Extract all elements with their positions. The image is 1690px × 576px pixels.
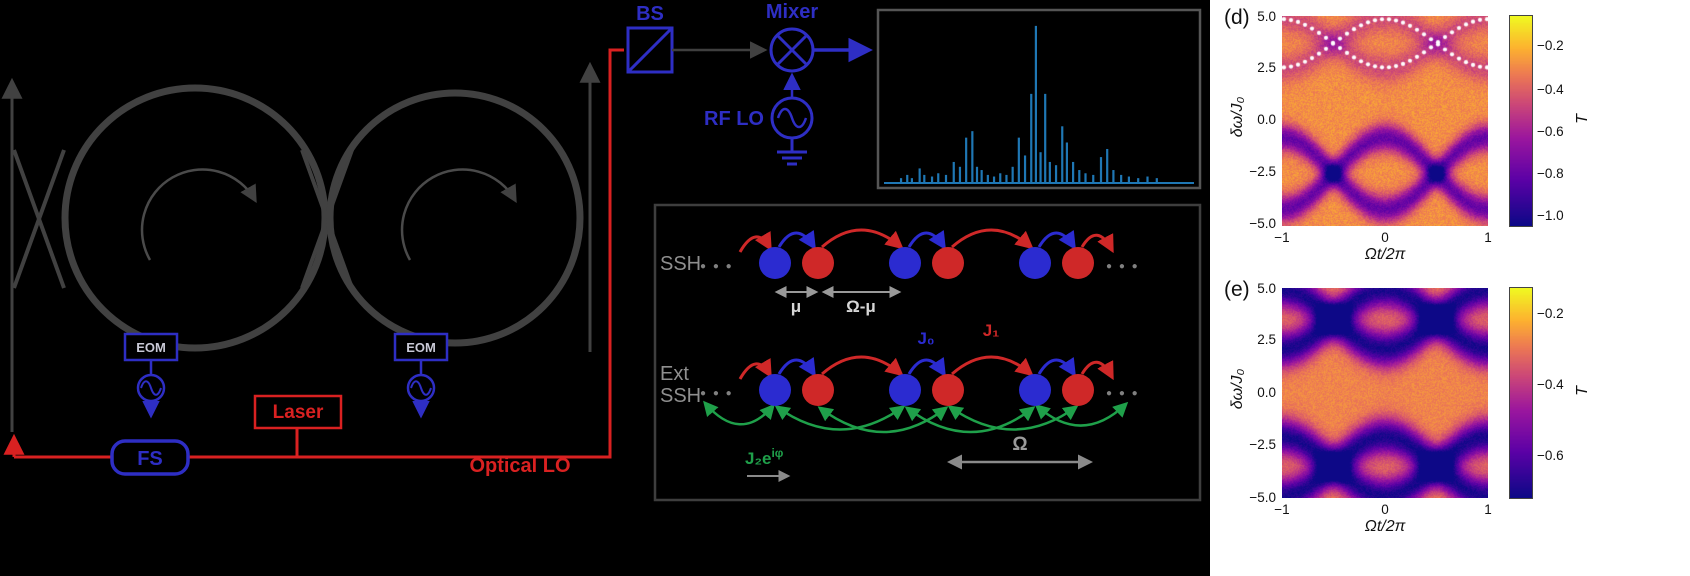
cbar-tick: −0.6 bbox=[1537, 448, 1564, 463]
ellipsis-dots: ● ● ● bbox=[1106, 261, 1140, 272]
ring1-circulation-arrow bbox=[140, 168, 257, 261]
cbar-tick: −0.4 bbox=[1537, 82, 1564, 97]
long-range-hopping-arcs bbox=[703, 400, 1129, 434]
mu-label: μ bbox=[791, 297, 801, 316]
ellipsis-dots: ● ● ● bbox=[700, 261, 734, 272]
omega-label: Ω bbox=[1012, 434, 1027, 455]
beam-splitter bbox=[626, 26, 674, 74]
ssh-row-label: SSH bbox=[660, 253, 701, 275]
panel-e-colorbar bbox=[1509, 287, 1533, 499]
cbar-tick: −0.6 bbox=[1537, 124, 1564, 139]
heterodyne-spectrum bbox=[899, 25, 1158, 183]
ssh-lattice-sites bbox=[759, 247, 1094, 279]
experimental-setup-schematic: Optical LO Laser FS EOM EOM bbox=[1, 1, 1202, 502]
j0-label: J₀ bbox=[917, 329, 934, 348]
x-tick: 0 bbox=[1381, 502, 1389, 517]
rf-lo bbox=[770, 72, 814, 166]
y-tick: −2.5 bbox=[1249, 437, 1276, 452]
frequency-shifter: FS bbox=[110, 439, 190, 476]
y-tick: 5.0 bbox=[1257, 281, 1276, 296]
y-tick: −2.5 bbox=[1249, 164, 1276, 179]
spectrum-panel bbox=[876, 8, 1202, 190]
sine-wave-icon bbox=[776, 107, 808, 129]
panel-e-label: (e) bbox=[1224, 278, 1250, 301]
x-tick: −1 bbox=[1274, 230, 1290, 245]
panel-d-label: (d) bbox=[1224, 6, 1250, 29]
x-tick: 1 bbox=[1484, 502, 1492, 517]
x-tick: 0 bbox=[1381, 230, 1389, 245]
panel-e-cbar-label: T bbox=[1574, 386, 1591, 396]
y-tick: −5.0 bbox=[1249, 490, 1276, 505]
panel-e-xlabel: Ωt/2π bbox=[1364, 518, 1406, 535]
lattice-panel bbox=[653, 203, 1202, 502]
omega-minus-mu-label: Ω-μ bbox=[846, 297, 876, 316]
cbar-tick: −1.0 bbox=[1537, 208, 1564, 223]
eom2-label: EOM bbox=[406, 340, 436, 355]
ssh-hopping-arcs bbox=[738, 228, 1114, 254]
eom-2: EOM bbox=[393, 332, 449, 419]
x-tick: 1 bbox=[1484, 230, 1492, 245]
y-tick: 2.5 bbox=[1257, 60, 1276, 75]
panel-d-ylabel: δω/J₀ bbox=[1229, 96, 1246, 138]
j1-label: J₁ bbox=[983, 321, 1000, 340]
optical-lo-label: Optical LO bbox=[469, 455, 570, 477]
mixer bbox=[769, 27, 815, 73]
cbar-tick: −0.8 bbox=[1537, 166, 1564, 181]
transmission-panels: (d) 5.0 2.5 0.0 −2.5 −5.0 −1 0 1 −0.2 −0… bbox=[1210, 0, 1690, 576]
y-tick: 5.0 bbox=[1257, 9, 1276, 24]
eom-1: EOM bbox=[123, 332, 179, 419]
ring-resonator-2 bbox=[326, 89, 584, 347]
panel-e-ylabel: δω/J₀ bbox=[1229, 368, 1246, 410]
laser-label: Laser bbox=[273, 402, 324, 423]
mixer-label: Mixer bbox=[766, 1, 818, 23]
optical-lo-path bbox=[3, 48, 624, 459]
y-tick: 2.5 bbox=[1257, 332, 1276, 347]
ground-icon bbox=[777, 150, 807, 166]
y-tick: 0.0 bbox=[1257, 112, 1276, 127]
sine-wave-icon bbox=[410, 380, 432, 396]
panel-d-xlabel: Ωt/2π bbox=[1364, 246, 1406, 263]
coupler-left bbox=[12, 149, 66, 289]
cbar-tick: −0.2 bbox=[1537, 306, 1564, 321]
ring-resonator-1 bbox=[61, 84, 329, 352]
ring2-circulation-arrow bbox=[400, 168, 517, 261]
ext-ssh-row-label-2: SSH bbox=[660, 385, 701, 407]
y-tick: −5.0 bbox=[1249, 216, 1276, 231]
cbar-tick: −0.4 bbox=[1537, 377, 1564, 392]
y-tick: 0.0 bbox=[1257, 385, 1276, 400]
ext-ssh-hopping-arcs bbox=[738, 355, 1114, 381]
ellipsis-dots: ● ● ● bbox=[700, 388, 734, 399]
ext-ssh-lattice-sites bbox=[759, 374, 1094, 406]
panel-d-colorbar bbox=[1509, 15, 1533, 227]
ellipsis-dots: ● ● ● bbox=[1106, 388, 1140, 399]
j2-label: J₂eiφ bbox=[745, 446, 784, 468]
ext-ssh-row-label-1: Ext bbox=[660, 363, 689, 385]
fs-label: FS bbox=[137, 448, 163, 470]
panel-d-heatmap bbox=[1282, 16, 1488, 226]
laser: Laser bbox=[253, 394, 343, 430]
sine-wave-icon bbox=[140, 380, 162, 396]
x-tick: −1 bbox=[1274, 502, 1290, 517]
rf-lo-label: RF LO bbox=[704, 108, 764, 130]
panel-e-heatmap bbox=[1282, 288, 1488, 498]
bs-label: BS bbox=[636, 3, 664, 25]
panel-d-cbar-label: T bbox=[1574, 114, 1591, 124]
eom1-label: EOM bbox=[136, 340, 166, 355]
cbar-tick: −0.2 bbox=[1537, 38, 1564, 53]
